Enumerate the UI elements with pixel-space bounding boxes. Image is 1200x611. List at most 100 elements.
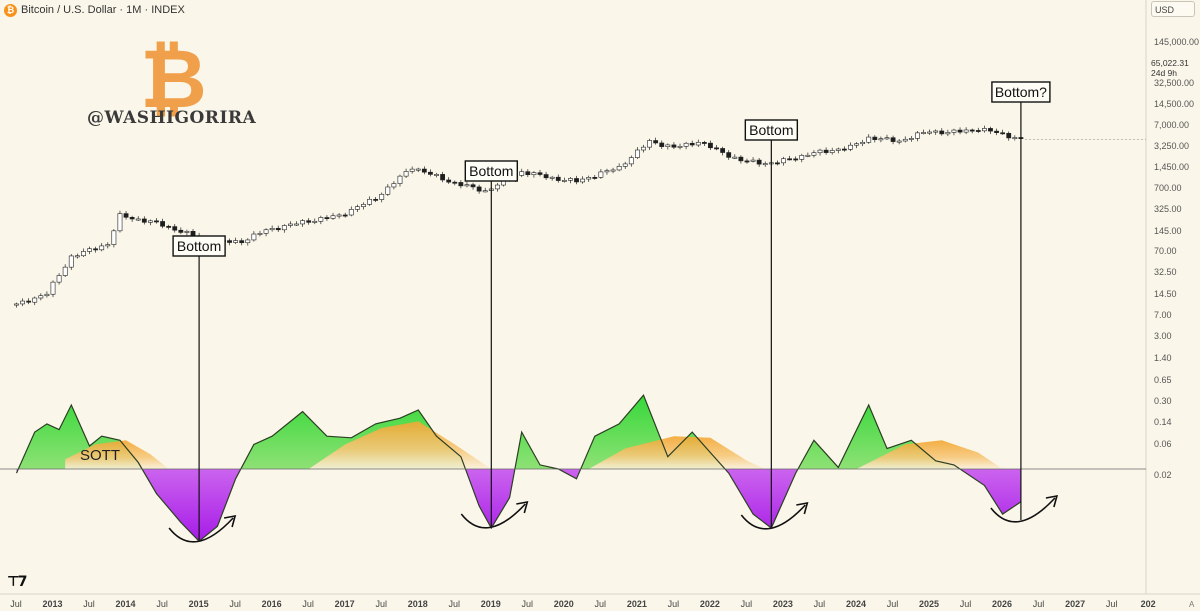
candle-body (811, 152, 817, 156)
candle-body (111, 230, 117, 245)
candle-body (373, 198, 379, 201)
candle-body (829, 150, 835, 153)
candle-body (269, 228, 275, 231)
time-axis-label: Jul (375, 599, 387, 609)
candle-body (604, 170, 610, 173)
candle-body (50, 281, 56, 295)
candle-body (300, 220, 305, 225)
candle-body (160, 221, 165, 227)
bottom-label: Bottom (469, 163, 513, 179)
candle-body (531, 172, 537, 176)
candle-body (775, 162, 780, 165)
price-axis-label: 145.00 (1154, 226, 1182, 236)
candle-body (330, 215, 336, 219)
time-axis-label: 2020 (554, 599, 574, 609)
candle-body (641, 146, 646, 151)
time-axis-label: Jul (229, 599, 241, 609)
candle-body (555, 176, 561, 181)
currency-button[interactable]: USD (1151, 1, 1195, 17)
candle-body (975, 130, 981, 132)
rebound-arrowhead (516, 500, 529, 514)
candle-body (470, 184, 476, 188)
candle-body (281, 225, 287, 231)
candle-body (902, 138, 908, 142)
price-axis-label: 0.65 (1154, 375, 1172, 385)
time-axis-label: 2017 (335, 599, 355, 609)
candle-body (263, 229, 269, 234)
candle-body (561, 180, 567, 182)
auto-scale-button[interactable]: A (1189, 600, 1195, 609)
candle-body (415, 168, 421, 171)
price-axis-label: 0.02 (1154, 470, 1172, 480)
candle-body (963, 129, 969, 133)
candle-body (318, 217, 324, 222)
time-axis-label: Jul (595, 599, 607, 609)
candle-body (586, 177, 592, 180)
candle-body (921, 132, 926, 134)
candle-body (172, 226, 178, 231)
rebound-arrow (168, 517, 234, 543)
price-axis-label: 14,500.00 (1154, 99, 1194, 109)
candle-body (823, 149, 829, 153)
candle-body (440, 174, 445, 181)
time-axis-label: 2021 (627, 599, 647, 609)
candle-body (781, 158, 786, 164)
candle-body (99, 245, 105, 251)
candle-body (574, 178, 579, 183)
candle-body (190, 231, 196, 237)
candle-body (379, 193, 385, 200)
candle-body (421, 168, 427, 173)
candle-body (610, 169, 616, 172)
price-axis-label: 3,250.00 (1154, 141, 1189, 151)
candle-body (257, 233, 263, 235)
time-axis-label: Jul (156, 599, 168, 609)
price-axis-label: 0.14 (1154, 417, 1172, 427)
time-axis-label: 2014 (116, 599, 136, 609)
price-axis-label: 70.00 (1154, 246, 1177, 256)
candle-body (20, 300, 25, 305)
candle-body (38, 295, 44, 299)
time-axis-label: Jul (741, 599, 753, 609)
price-axis-label: 14.50 (1154, 289, 1177, 299)
candle-body (178, 229, 184, 233)
price-axis-label: 1,450.00 (1154, 162, 1189, 172)
bottom-label-box (991, 81, 1051, 103)
candle-body (105, 244, 111, 247)
bottom-label: Bottom (177, 238, 221, 254)
candle-body (933, 130, 939, 133)
current-price-label: 65,022.31 (1151, 58, 1189, 68)
candle-body (26, 300, 32, 303)
time-axis-label: 2025 (919, 599, 939, 609)
candle-body (726, 152, 732, 158)
time-axis-label: 2015 (189, 599, 209, 609)
candle-body (494, 184, 500, 190)
rebound-arrowhead (796, 501, 809, 515)
candle-body (336, 214, 342, 217)
bottom-label-box (172, 235, 226, 257)
price-axis-label: 32.50 (1154, 267, 1177, 277)
candle-body (927, 131, 932, 134)
sott-orange-band (65, 440, 169, 469)
candle-body (166, 225, 172, 228)
time-axis-label: 2026 (992, 599, 1012, 609)
candle-body (537, 172, 543, 175)
candle-body (312, 220, 318, 223)
bottom-label-box (744, 119, 799, 141)
candle-body (154, 220, 159, 223)
candle-body (233, 240, 239, 243)
candle-body (860, 141, 866, 145)
candle-body (251, 233, 257, 241)
sott-orange-band (308, 421, 492, 469)
candle-body (598, 171, 604, 178)
sott-fill-negative (16, 469, 1021, 542)
candle-body (878, 138, 884, 141)
candle-body (817, 149, 823, 154)
symbol-title: Bitcoin / U.S. Dollar · 1M · INDEX (21, 4, 185, 16)
candle-body (787, 158, 792, 161)
candle-countdown: 24d 9h (1151, 68, 1177, 78)
candle-body (915, 132, 920, 139)
candle-body (756, 159, 762, 165)
candle-body (428, 171, 433, 175)
